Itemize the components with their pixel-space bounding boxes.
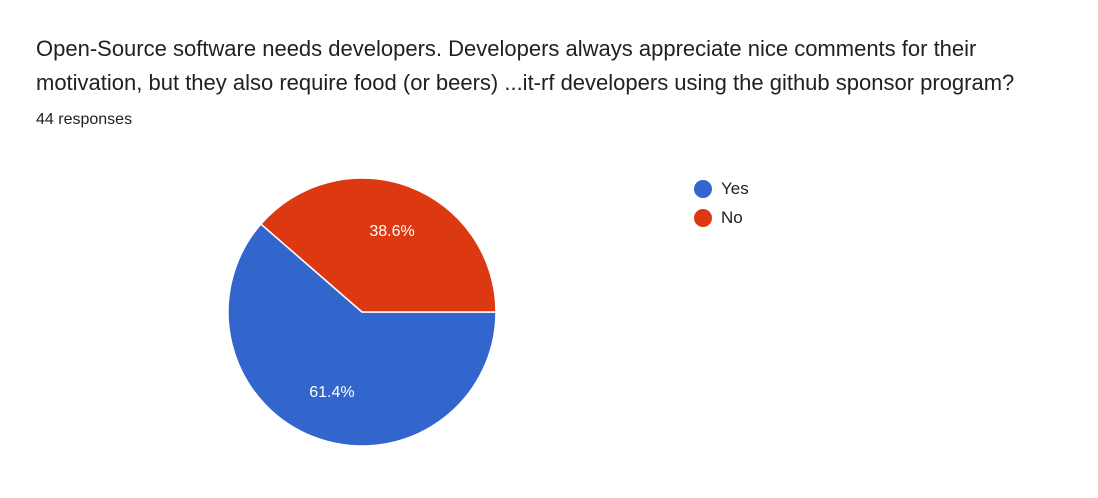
legend-swatch-yes [694, 179, 712, 198]
question-line-2: motivation, but they also require food (… [36, 70, 1015, 95]
pie-slice-yes[interactable] [227, 222, 497, 447]
legend-swatch-no [694, 208, 712, 227]
pie-label-yes: 61.4% [309, 384, 354, 401]
question-line-1: Open-Source software needs developers. D… [36, 36, 977, 61]
pie-slices [227, 177, 497, 447]
chart-legend: Yes No [694, 174, 749, 232]
pie-slice-labels: 61.4% 38.6% [309, 223, 414, 401]
question-title: Open-Source software needs developers. D… [36, 32, 1076, 100]
legend-label-no: No [721, 207, 743, 227]
legend-item-yes[interactable]: Yes [694, 174, 749, 203]
legend-label-yes: Yes [721, 178, 749, 198]
legend-item-no[interactable]: No [694, 203, 749, 232]
pie-label-no: 38.6% [369, 223, 414, 240]
responses-count: 44 responses [36, 111, 133, 128]
pie-slice-no[interactable] [259, 177, 497, 313]
